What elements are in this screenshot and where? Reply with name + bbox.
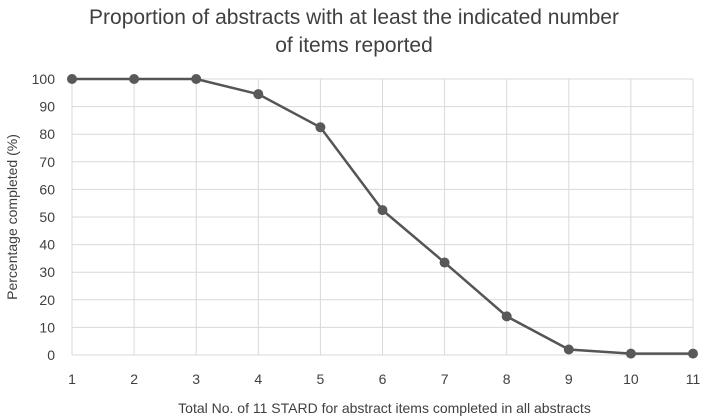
chart-title-line-2: of items reported xyxy=(275,34,433,57)
y-axis-label: Percentage completed (%) xyxy=(4,134,20,300)
chart-title: Proportion of abstracts with at least th… xyxy=(0,4,708,60)
y-tick-labels: 0 10 20 30 40 50 60 70 80 90 100 xyxy=(32,71,56,363)
y-tick-label: 20 xyxy=(39,292,55,308)
x-tick-label: 6 xyxy=(379,371,387,387)
x-tick-labels: 1 2 3 4 5 6 7 8 9 10 11 xyxy=(68,371,700,387)
x-axis-label: Total No. of 11 STARD for abstract items… xyxy=(178,400,591,416)
y-tick-label: 100 xyxy=(32,71,56,87)
x-tick-label: 11 xyxy=(686,371,701,387)
data-point xyxy=(191,74,202,84)
data-point xyxy=(501,311,512,322)
x-tick-label: 9 xyxy=(565,371,573,387)
data-point xyxy=(67,74,77,84)
data-point xyxy=(253,89,264,100)
x-tick-label: 4 xyxy=(254,371,262,387)
data-point xyxy=(129,74,140,84)
data-point xyxy=(439,257,450,268)
y-tick-label: 90 xyxy=(39,99,55,115)
x-tick-label: 1 xyxy=(68,371,76,387)
y-tick-label: 80 xyxy=(39,126,55,142)
data-point xyxy=(688,348,698,359)
y-tick-label: 70 xyxy=(39,154,55,170)
y-tick-label: 30 xyxy=(39,264,55,280)
x-tick-label: 8 xyxy=(503,371,511,387)
chart-title-line-1: Proportion of abstracts with at least th… xyxy=(89,6,619,29)
x-tick-label: 7 xyxy=(441,371,449,387)
series-markers xyxy=(67,74,698,359)
data-point xyxy=(563,344,574,355)
gridlines xyxy=(71,78,694,356)
data-point xyxy=(315,122,326,133)
y-tick-label: 60 xyxy=(39,181,55,197)
y-tick-label: 40 xyxy=(39,237,55,253)
y-tick-label: 50 xyxy=(39,209,55,225)
y-tick-label: 0 xyxy=(47,347,55,363)
x-tick-label: 5 xyxy=(317,371,325,387)
x-tick-label: 10 xyxy=(623,371,639,387)
data-point xyxy=(625,348,636,359)
x-tick-label: 2 xyxy=(130,371,138,387)
data-point xyxy=(377,205,388,216)
x-tick-label: 3 xyxy=(192,371,200,387)
y-tick-label: 10 xyxy=(39,319,55,335)
